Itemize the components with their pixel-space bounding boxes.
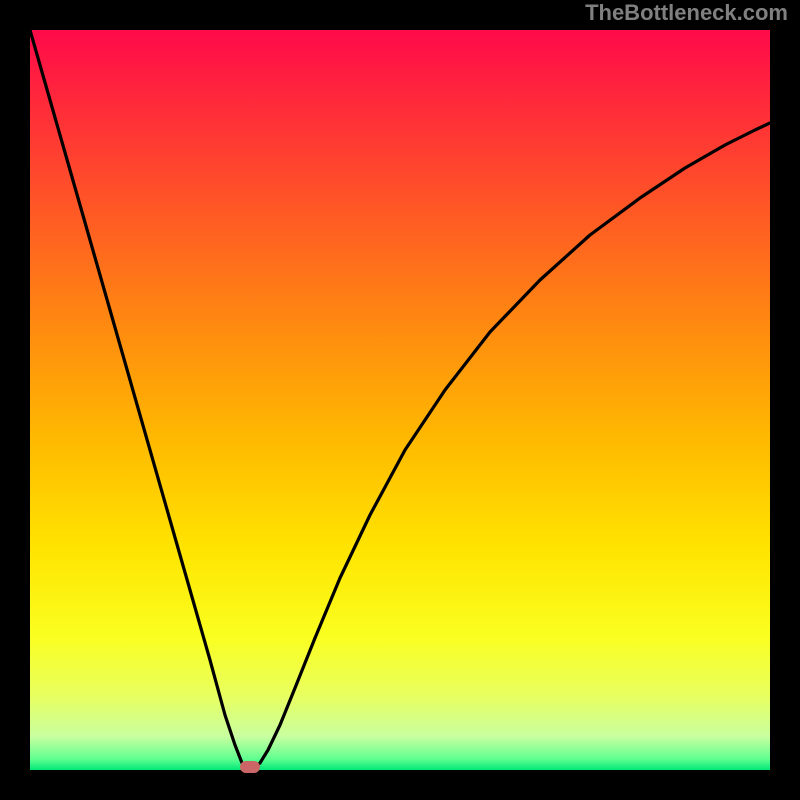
plot-area bbox=[30, 30, 770, 770]
curve-svg bbox=[30, 30, 770, 770]
watermark-text: TheBottleneck.com bbox=[585, 0, 788, 26]
chart-container: TheBottleneck.com bbox=[0, 0, 800, 800]
minimum-marker bbox=[240, 761, 260, 773]
plot-background bbox=[30, 30, 770, 770]
